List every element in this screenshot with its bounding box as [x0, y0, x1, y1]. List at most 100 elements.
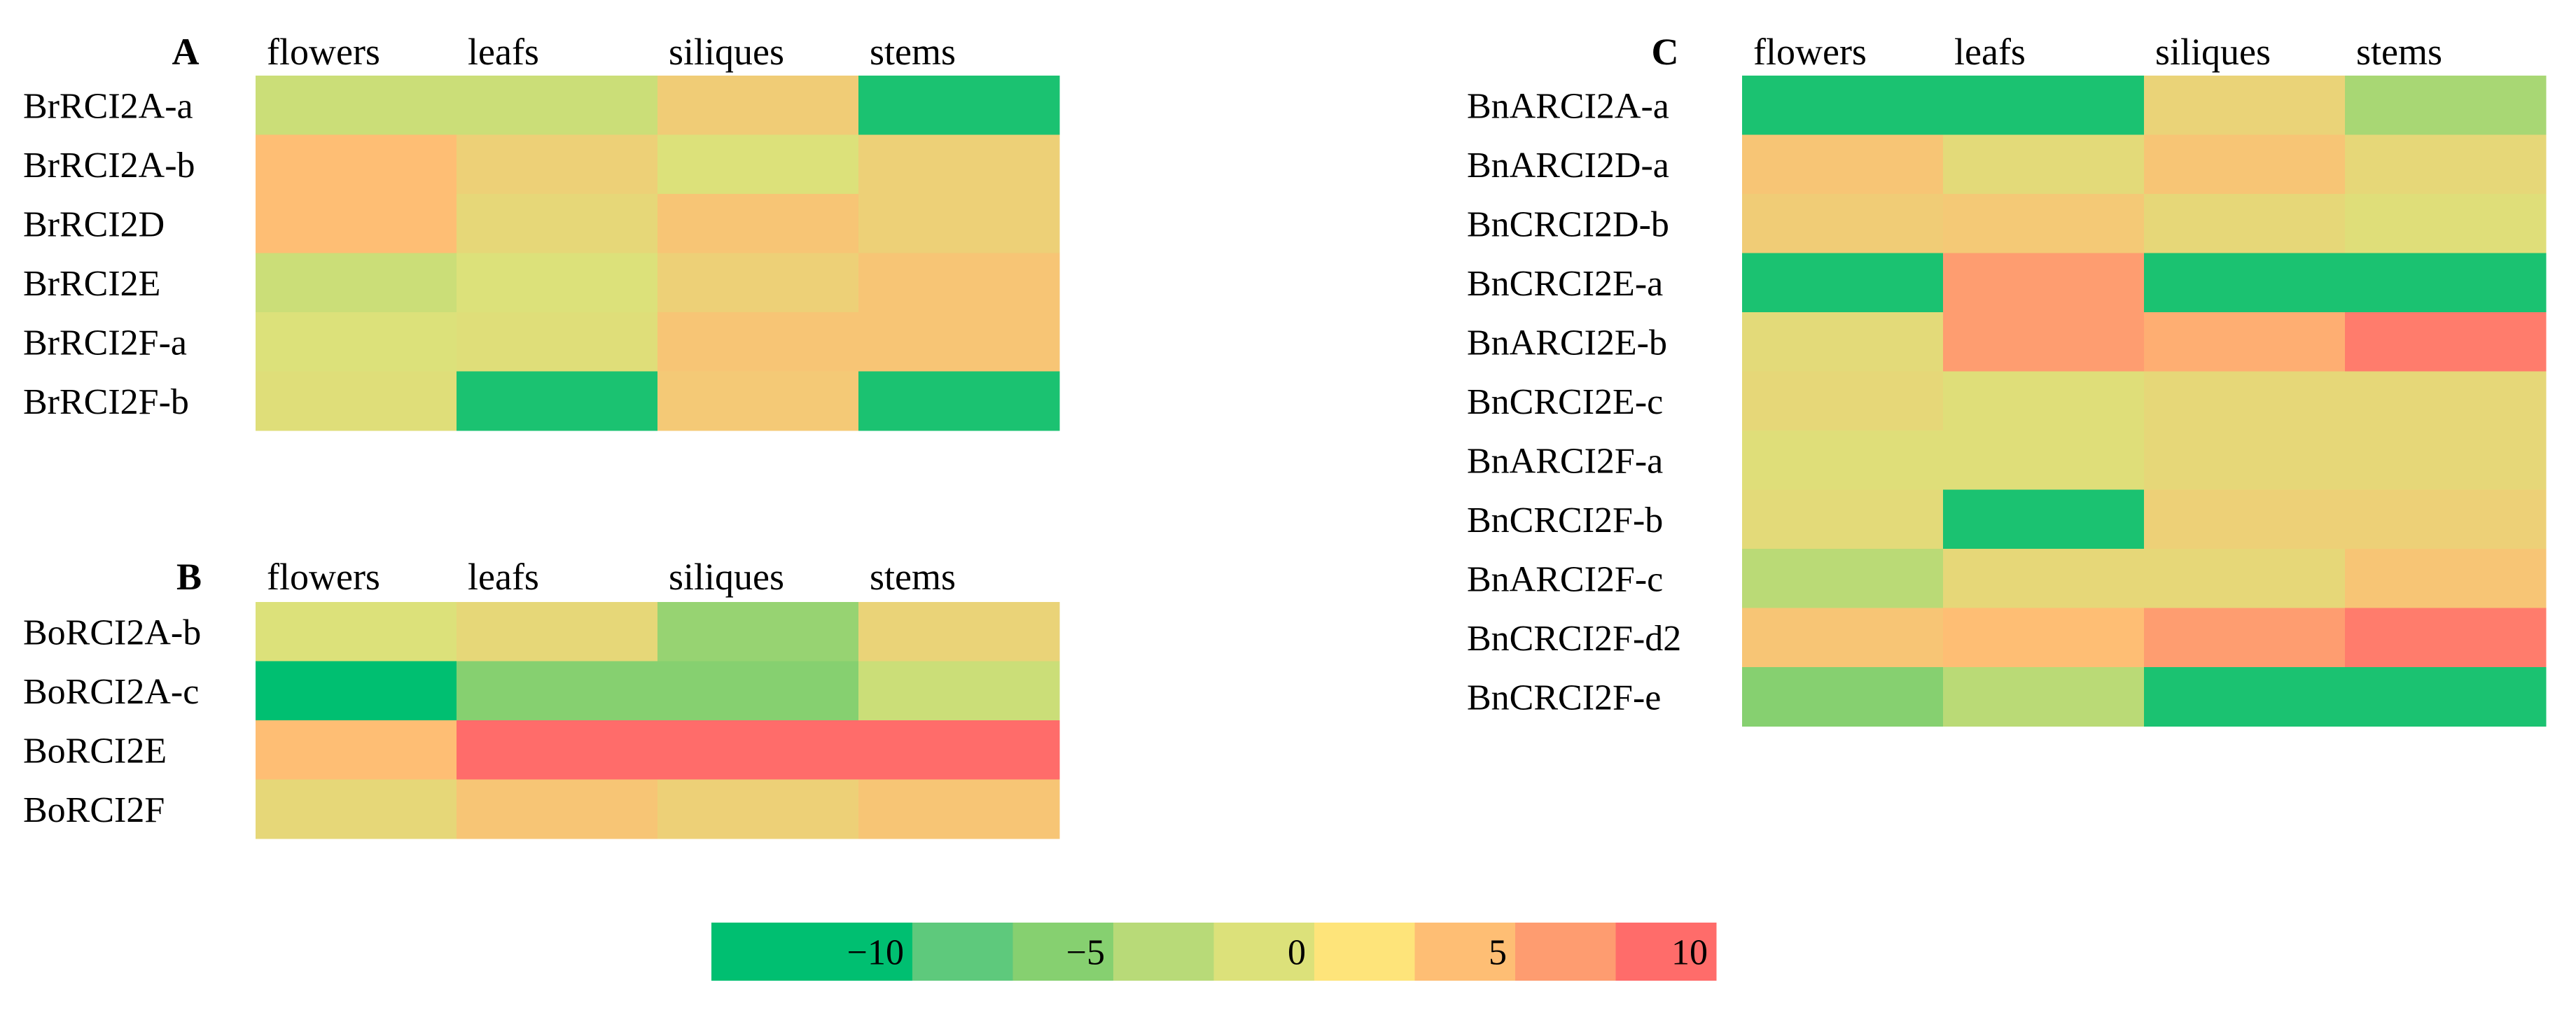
panel-c-cell: [1742, 430, 1944, 490]
panel-c-cell: [1742, 608, 1944, 668]
panel-a-column-label: siliques: [669, 31, 784, 73]
legend-swatch: [1113, 923, 1214, 981]
panel-a-cell: [858, 134, 1060, 195]
panel-a-cell: [256, 371, 457, 431]
panel-c-cell: [2144, 371, 2346, 431]
panel-b-row-label: BoRCI2F: [23, 790, 165, 830]
panel-c-cell: [2345, 371, 2547, 431]
panel-a-row-label: BrRCI2F-b: [23, 382, 189, 422]
panel-c-row-label: BnARCI2E-b: [1467, 323, 1667, 363]
panel-c-cell: [2345, 253, 2547, 313]
panel-c-row-label: BnCRCI2E-a: [1467, 264, 1663, 304]
panel-c-cell: [1943, 134, 2145, 195]
panel-a-cell: [858, 253, 1060, 313]
panel-c-cell: [2345, 608, 2547, 668]
panel-b-row-label: BoRCI2A-b: [23, 612, 201, 652]
panel-c-cell: [2144, 549, 2346, 608]
panel-c-cell: [1943, 76, 2145, 135]
panel-a-letter: A: [172, 31, 200, 73]
panel-c-row-label: BnCRCI2E-c: [1467, 382, 1663, 422]
panel-a-cell: [457, 134, 658, 195]
legend-swatch: [812, 923, 913, 981]
panel-b-cell: [256, 602, 457, 662]
panel-a-cell: [457, 371, 658, 431]
panel-a-column-label: leafs: [468, 31, 539, 73]
panel-b: B flowers leafs siliques stems BoRCI2A-b BoRC…: [23, 556, 1060, 839]
panel-a: A flowers leafs siliques stems BrRCI2A-a BrRC…: [23, 31, 1060, 431]
panel-a-cell: [858, 371, 1060, 431]
panel-c-cell: [2144, 608, 2346, 668]
panel-b-cell: [457, 779, 658, 839]
panel-b-column-label: stems: [870, 556, 956, 598]
panel-c-row-label: BnCRCI2D-b: [1467, 204, 1669, 244]
panel-a-cell: [457, 312, 658, 372]
panel-a-column-label: flowers: [267, 31, 380, 73]
panel-c-row-label: BnARCI2A-a: [1467, 86, 1669, 126]
panel-c-cell: [2345, 549, 2547, 608]
panel-c-cell: [1943, 667, 2145, 727]
panel-c-cell: [1742, 549, 1944, 608]
panel-a-cell: [657, 253, 859, 313]
panel-c-cell: [2144, 667, 2346, 727]
panel-a-cell: [457, 194, 658, 253]
panel-b-column-label: leafs: [468, 556, 539, 598]
panel-b-cell: [256, 661, 457, 721]
panel-c-cell: [2345, 430, 2547, 490]
panel-a-row-label: BrRCI2A-a: [23, 86, 193, 126]
panel-b-cell: [657, 720, 859, 780]
legend-swatch: [912, 923, 1013, 981]
panel-a-cell: [256, 76, 457, 135]
panel-c: C flowers leafs siliques stems BnARCI2A-a BnA…: [1467, 31, 2547, 727]
panel-c-cell: [2144, 312, 2346, 372]
panel-a-column-label: stems: [870, 31, 956, 73]
panel-c-column-label: flowers: [1753, 31, 1867, 73]
legend-swatch: [711, 923, 812, 981]
panel-c-cell: [1742, 253, 1944, 313]
panel-c-cell: [2144, 194, 2346, 253]
legend-tick-label: 0: [1288, 933, 1306, 973]
legend-swatch: [1012, 923, 1114, 981]
panel-a-cell: [256, 253, 457, 313]
panel-c-cell: [2345, 312, 2547, 372]
panel-a-cell: [457, 253, 658, 313]
panel-c-row-label: BnCRCI2F-e: [1467, 678, 1661, 718]
panel-b-cell: [256, 720, 457, 780]
panel-a-cell: [858, 76, 1060, 135]
panel-c-cell: [1742, 312, 1944, 372]
panel-a-cell: [858, 194, 1060, 253]
color-scale-legend: −10 −5 0 5 10: [711, 923, 1717, 981]
panel-c-column-label: leafs: [1954, 31, 2026, 73]
panel-a-row-label: BrRCI2D: [23, 204, 165, 244]
panel-c-row-label: BnARCI2F-c: [1467, 559, 1663, 599]
panel-a-cell: [657, 76, 859, 135]
panel-a-cell: [457, 76, 658, 135]
panel-b-cell: [457, 720, 658, 780]
panel-b-cell: [858, 661, 1060, 721]
panel-c-column-label: stems: [2356, 31, 2442, 73]
panel-c-row-label: BnARCI2F-a: [1467, 441, 1663, 481]
panel-b-column-label: siliques: [669, 556, 784, 598]
panel-b-cell: [657, 661, 859, 721]
panel-c-column-label: siliques: [2155, 31, 2271, 73]
panel-b-cell: [858, 720, 1060, 780]
panel-b-cell: [457, 602, 658, 662]
panel-a-cell: [256, 134, 457, 195]
panel-c-cell: [2345, 134, 2547, 195]
panel-c-cell: [2144, 489, 2346, 550]
legend-swatch: [1515, 923, 1616, 981]
panel-b-cell: [657, 602, 859, 662]
panel-c-cell: [1742, 76, 1944, 135]
panel-b-column-label: flowers: [267, 556, 380, 598]
panel-a-cell: [657, 134, 859, 195]
panel-b-row-label: BoRCI2A-c: [23, 672, 199, 712]
panel-c-cell: [2345, 76, 2547, 135]
panel-c-cell: [1943, 194, 2145, 253]
panel-c-cell: [1943, 371, 2145, 431]
legend-swatch: [1213, 923, 1315, 981]
legend-swatch: [1414, 923, 1516, 981]
panel-c-cell: [1742, 489, 1944, 550]
legend-tick-label: −5: [1066, 933, 1105, 973]
panel-a-cell: [657, 371, 859, 431]
panel-c-cell: [1742, 194, 1944, 253]
